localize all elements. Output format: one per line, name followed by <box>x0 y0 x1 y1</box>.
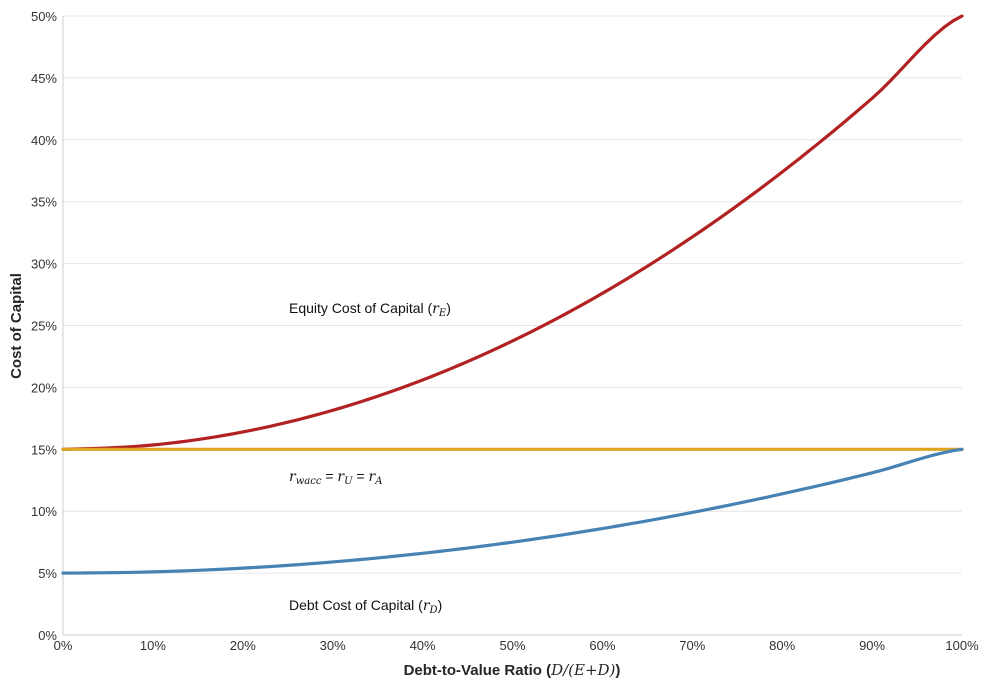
y-tick-label: 50% <box>31 9 57 24</box>
x-tick-label: 40% <box>410 638 436 653</box>
y-tick-label: 15% <box>31 442 57 457</box>
x-tick-label: 100% <box>945 638 979 653</box>
x-tick-label: 30% <box>320 638 346 653</box>
x-axis-title: Debt-to-Value Ratio (D/(E+D)) <box>404 661 621 679</box>
y-tick-label: 25% <box>31 319 57 334</box>
y-tick-label: 40% <box>31 133 57 148</box>
series-line-0 <box>61 14 964 451</box>
x-tick-label: 70% <box>679 638 705 653</box>
y-tick-label: 5% <box>38 566 57 581</box>
x-tick-label: 50% <box>499 638 525 653</box>
y-tick-label: 10% <box>31 504 57 519</box>
x-tick-label: 80% <box>769 638 795 653</box>
y-tick-label: 30% <box>31 257 57 272</box>
y-tick-label: 35% <box>31 195 57 210</box>
y-tick-label: 45% <box>31 71 57 86</box>
y-tick-label: 20% <box>31 380 57 395</box>
y-axis-title: Cost of Capital <box>8 273 25 379</box>
tick-labels: 0% 5% 10% 15% 20% 25% 30% 35% 40% 45% 50% 0% 10% 20% 3… <box>31 9 979 653</box>
series-line-2 <box>61 447 964 575</box>
series <box>61 14 964 575</box>
x-tick-label: 60% <box>589 638 615 653</box>
x-tick-label: 0% <box>54 638 73 653</box>
x-tick-label: 20% <box>230 638 256 653</box>
debt-annotation: Debt Cost of Capital (rD) <box>289 597 442 616</box>
x-tick-label: 10% <box>140 638 166 653</box>
equity-annotation: Equity Cost of Capital (rE) <box>289 300 451 319</box>
grid <box>63 15 962 574</box>
y-tick-label: 0% <box>38 628 57 643</box>
x-tick-label: 90% <box>859 638 885 653</box>
wacc-annotation: rwacc = rU = rA <box>289 468 382 487</box>
